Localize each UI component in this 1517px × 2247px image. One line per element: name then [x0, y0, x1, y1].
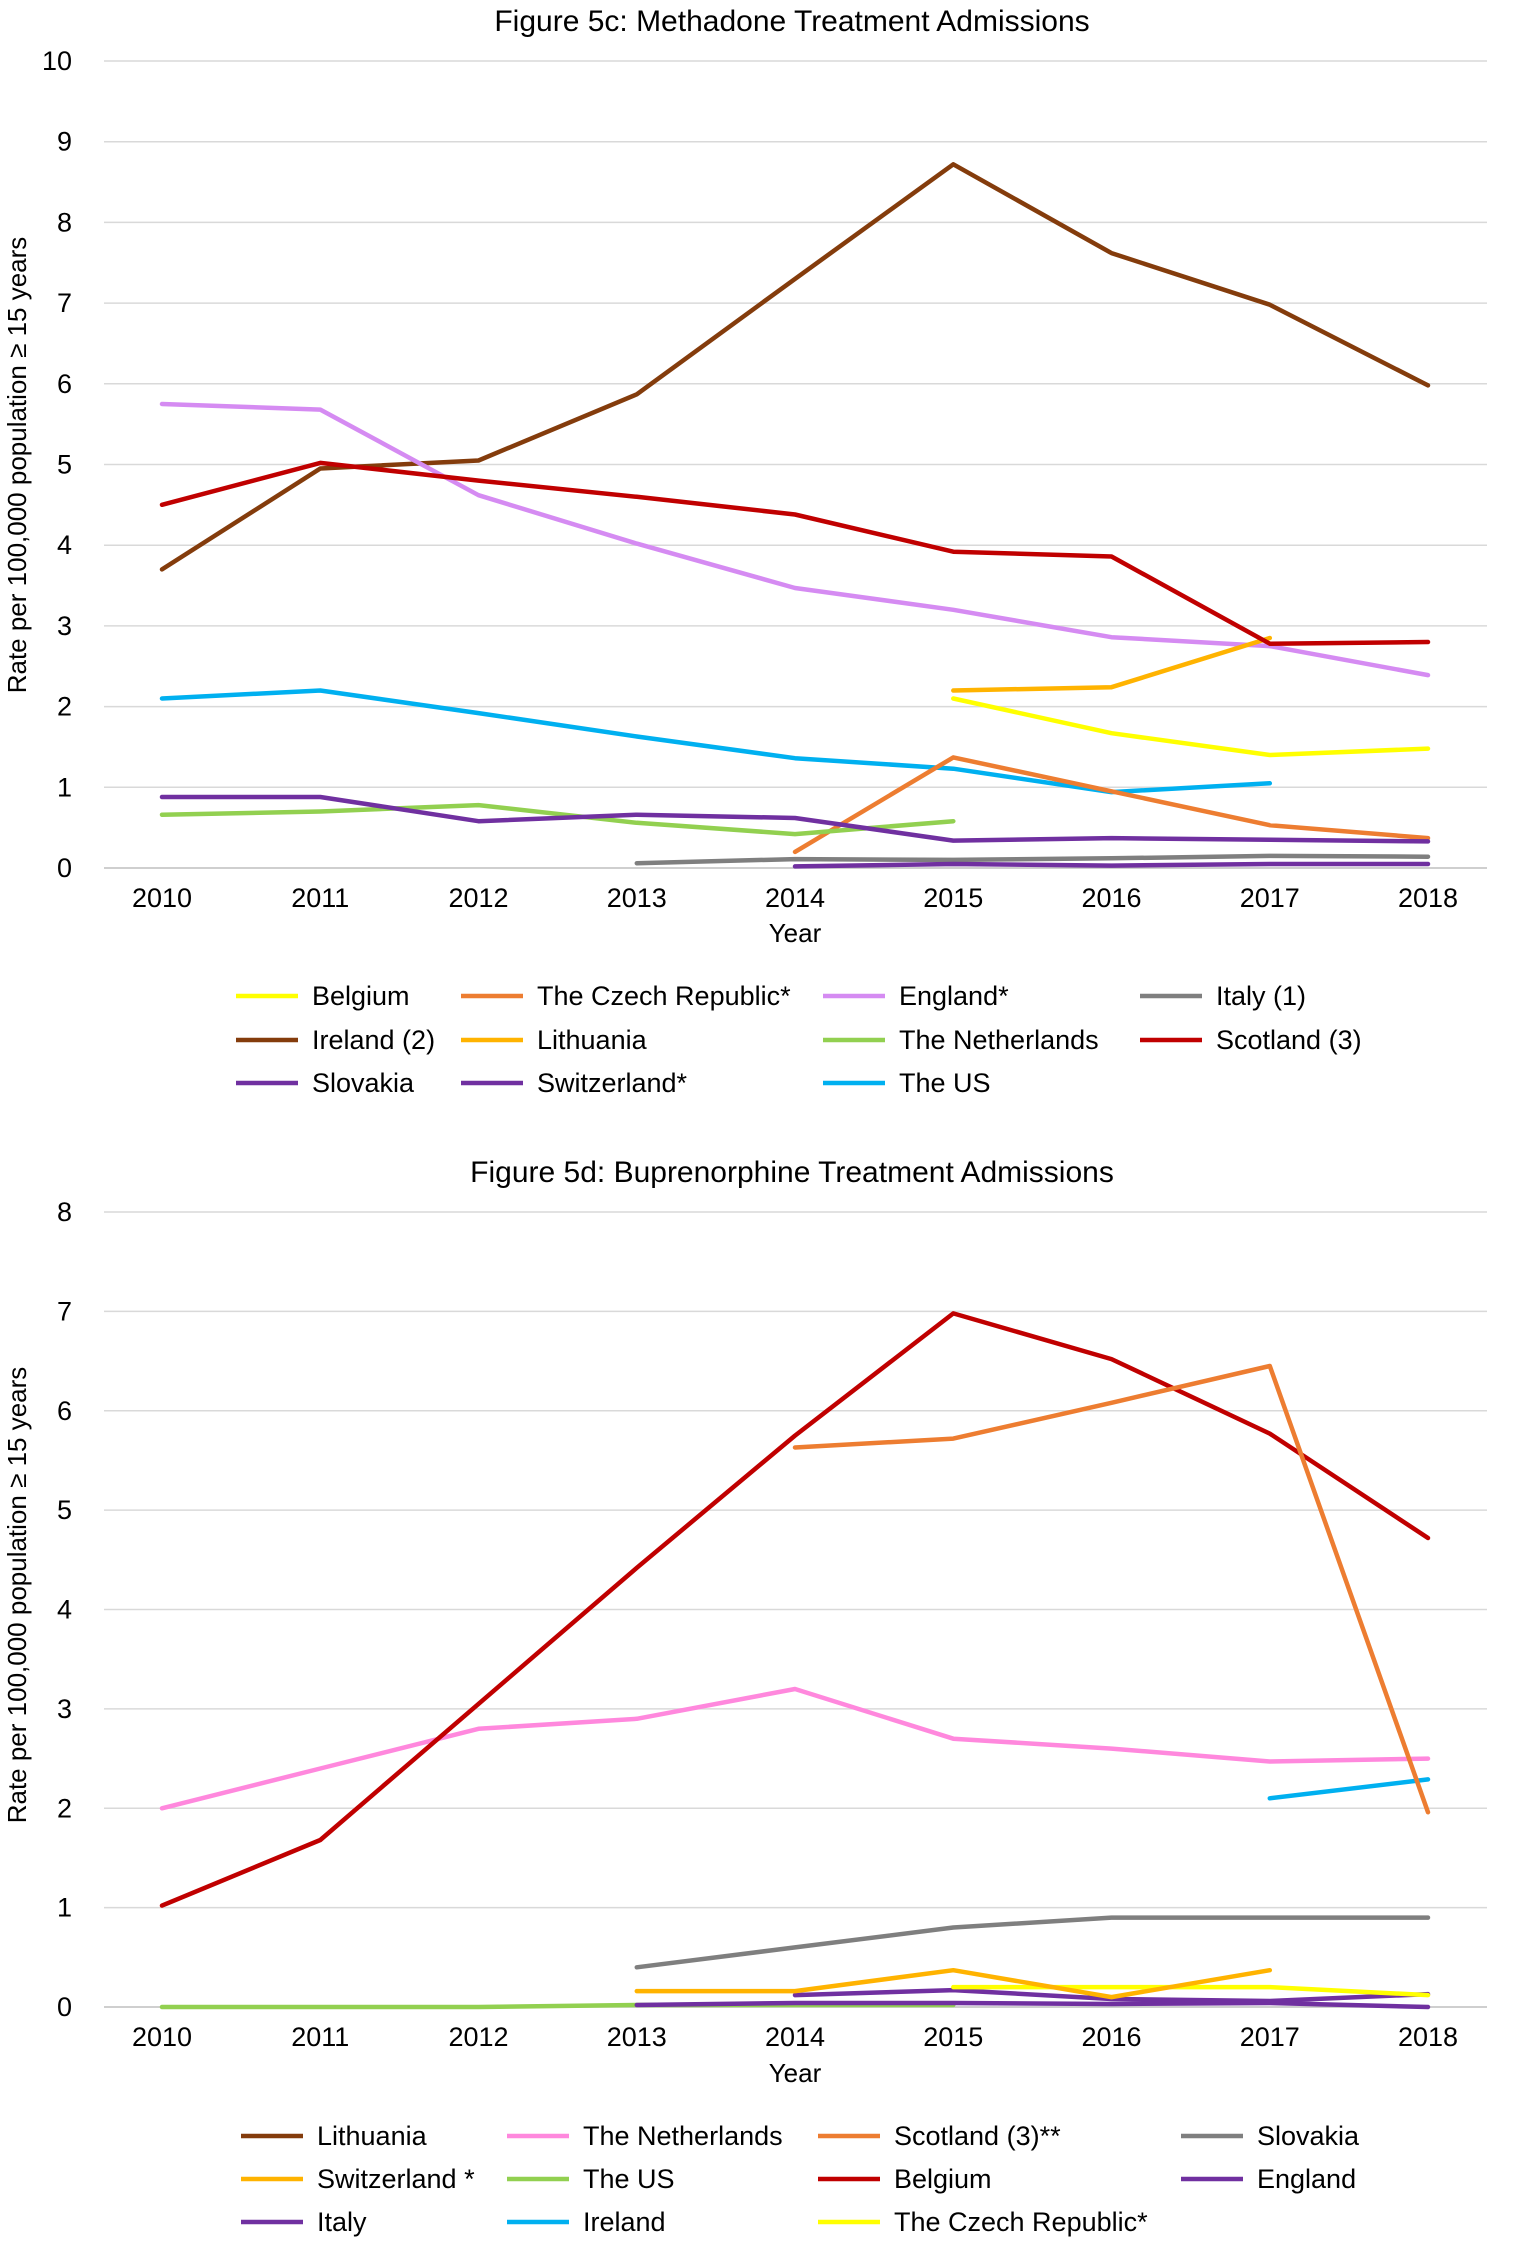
legend-label: The US: [583, 2164, 675, 2194]
series-line-the-netherlands: [159, 802, 956, 837]
y-tick-label: 2: [57, 692, 72, 722]
y-tick-label: 6: [57, 1396, 72, 1426]
x-tick-label: 2015: [923, 2022, 983, 2052]
series-line-scotland-3: [159, 460, 1431, 646]
y-axis-title: Rate per 100,000 population ≥ 15 years: [2, 237, 32, 694]
legend-label: Lithuania: [537, 1025, 648, 1055]
series-line-switzerland: [792, 861, 1431, 869]
y-tick-label: 8: [57, 207, 72, 237]
x-tick-label: 2016: [1081, 883, 1141, 913]
y-tick-label: 7: [57, 288, 72, 318]
x-axis-title: Year: [769, 2058, 822, 2088]
y-tick-label: 5: [57, 450, 72, 480]
y-tick-label: 1: [57, 772, 72, 802]
series-line-switzerland: [634, 2000, 1431, 2010]
x-tick-label: 2017: [1240, 2022, 1300, 2052]
legend-label: Scotland (3): [1216, 1025, 1362, 1055]
x-tick-label: 2013: [607, 883, 667, 913]
series-line-italy: [634, 1915, 1431, 1970]
legend-label: The Czech Republic*: [537, 981, 791, 1011]
x-tick-label: 2011: [291, 2022, 349, 2052]
x-tick-label: 2013: [607, 2022, 667, 2052]
x-tick-label: 2014: [765, 883, 825, 913]
y-tick-label: 10: [42, 46, 72, 76]
x-tick-label: 2012: [448, 2022, 508, 2052]
legend-label: Italy: [317, 2207, 367, 2237]
x-tick-label: 2010: [132, 2022, 192, 2052]
y-tick-label: 0: [57, 853, 72, 883]
series-line-lithuania: [634, 1967, 1273, 2000]
legend-label: Scotland (3)**: [894, 2121, 1061, 2151]
y-tick-label: 3: [57, 611, 72, 641]
legend-label: The US: [899, 1068, 991, 1098]
legend-label: Lithuania: [317, 2121, 428, 2151]
y-tick-labels: 0 1 2 3 4 5 6 7 8 9 10: [42, 46, 72, 883]
legend-label: Ireland: [583, 2207, 666, 2237]
legend: Belgium The Czech Republic* England* Italy …: [236, 981, 1362, 1098]
x-tick-label: 2017: [1240, 883, 1300, 913]
x-tick-label: 2012: [448, 883, 508, 913]
legend-label: Slovakia: [1257, 2121, 1360, 2151]
x-tick-label: 2018: [1398, 883, 1458, 913]
series-line-england: [159, 401, 1431, 678]
chart-figure-5c: Figure 5c: Methadone Treatment Admission…: [2, 5, 1487, 1098]
legend-label: Belgium: [894, 2164, 992, 2194]
y-tick-label: 9: [57, 127, 72, 157]
series-line-lithuania: [951, 635, 1273, 693]
x-tick-labels: 2010 2011 2012 2013 2014 2015 2016 2017 2018: [132, 883, 1458, 913]
x-tick-label: 2016: [1081, 2022, 1141, 2052]
x-tick-label: 2014: [765, 2022, 825, 2052]
y-tick-label: 4: [57, 1595, 72, 1625]
series-line-belgium: [951, 1984, 1431, 1998]
legend-label: The Netherlands: [583, 2121, 783, 2151]
legend-label: Ireland (2): [312, 1025, 435, 1055]
y-tick-label: 7: [57, 1296, 72, 1326]
y-tick-label: 8: [57, 1197, 72, 1227]
series-line-slovakia: [159, 794, 1431, 844]
series-line-ireland-2: [159, 162, 1431, 572]
chart-title: Figure 5d: Buprenorphine Treatment Admis…: [470, 1156, 1114, 1189]
chart-title: Figure 5c: Methadone Treatment Admission…: [494, 5, 1089, 38]
series-line-the-us: [159, 688, 1273, 795]
y-tick-label: 6: [57, 369, 72, 399]
y-axis-title: Rate per 100,000 population ≥ 15 years: [2, 1367, 32, 1824]
legend-label: Belgium: [312, 981, 410, 1011]
series-line-the-czech-republic: [792, 755, 1431, 855]
x-tick-label: 2011: [291, 883, 349, 913]
series-line-the-us: [1267, 1777, 1431, 1801]
legend-label: England: [1257, 2164, 1356, 2194]
y-tick-label: 1: [57, 1893, 72, 1923]
legend-label: England*: [899, 981, 1009, 1011]
series-line-belgium: [951, 696, 1431, 758]
series-lines: [159, 162, 1431, 869]
legend-label: Switzerland *: [317, 2164, 475, 2194]
y-tick-label: 5: [57, 1495, 72, 1525]
series-line-the-netherlands: [159, 2002, 956, 2010]
legend-label: Italy (1): [1216, 981, 1306, 1011]
x-axis-title: Year: [769, 918, 822, 948]
y-tick-label: 2: [57, 1793, 72, 1823]
x-tick-label: 2018: [1398, 2022, 1458, 2052]
y-tick-label: 3: [57, 1694, 72, 1724]
x-tick-label: 2010: [132, 883, 192, 913]
series-line-italy-1: [634, 853, 1431, 866]
x-tick-labels: 2010 2011 2012 2013 2014 2015 2016 2017 2018: [132, 2022, 1458, 2052]
x-tick-label: 2015: [923, 883, 983, 913]
series-line-england: [159, 1686, 1431, 1811]
legend-label: The Netherlands: [899, 1025, 1099, 1055]
legend-label: Switzerland*: [537, 1068, 688, 1098]
chart-figure-5d: Figure 5d: Buprenorphine Treatment Admis…: [2, 1156, 1487, 2237]
y-tick-label: 4: [57, 530, 72, 560]
legend: Lithuania The Netherlands Scotland (3)** Sl…: [241, 2121, 1360, 2237]
series-line-the-czech-republic: [792, 1363, 1431, 1815]
y-tick-labels: 0 1 2 3 4 5 6 7 8: [57, 1197, 72, 2022]
gridlines: [104, 1211, 1487, 2008]
legend-label: The Czech Republic*: [894, 2207, 1148, 2237]
legend-label: Slovakia: [312, 1068, 415, 1098]
y-tick-label: 0: [57, 1992, 72, 2022]
series-lines: [159, 1311, 1431, 2010]
series-line-scotland-3: [159, 1311, 1431, 1908]
